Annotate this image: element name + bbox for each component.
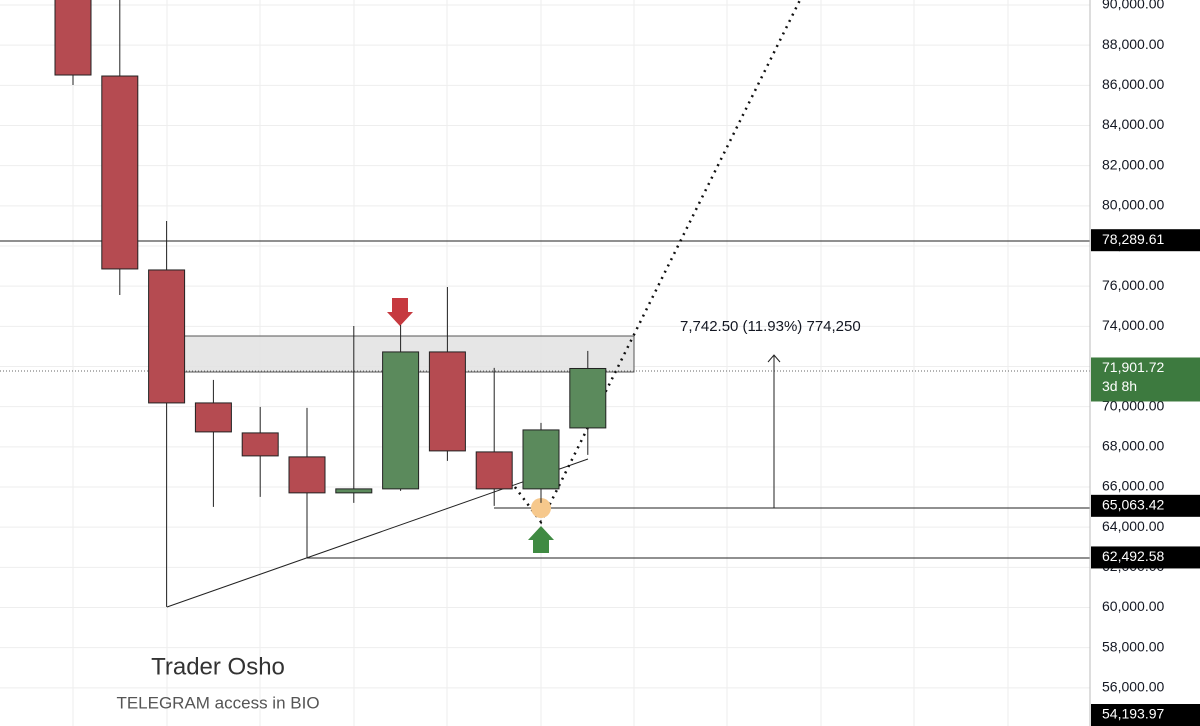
trend-line bbox=[166, 458, 589, 608]
candle-body bbox=[522, 429, 560, 490]
countdown: 3d 8h bbox=[1102, 378, 1137, 394]
candle-body bbox=[569, 367, 607, 429]
marker-dot bbox=[531, 498, 551, 518]
price-label: 65,063.42 bbox=[1102, 497, 1164, 513]
candle-body bbox=[54, 0, 92, 76]
candle-body bbox=[475, 451, 513, 490]
candle-body bbox=[194, 402, 232, 433]
y-tick-label: 88,000.00 bbox=[1102, 36, 1164, 52]
y-tick-label: 68,000.00 bbox=[1102, 438, 1164, 454]
price-label-box bbox=[1091, 357, 1200, 402]
price-label: 54,193.97 bbox=[1102, 706, 1164, 722]
price-label-box bbox=[1091, 546, 1200, 569]
y-tick-label: 84,000.00 bbox=[1102, 116, 1164, 132]
measure-arrow bbox=[767, 354, 781, 363]
y-tick-label: 60,000.00 bbox=[1102, 598, 1164, 614]
y-tick-label: 58,000.00 bbox=[1102, 638, 1164, 654]
y-tick-label: 86,000.00 bbox=[1102, 76, 1164, 92]
price-label-box bbox=[1091, 704, 1200, 726]
y-tick-label: 90,000.00 bbox=[1102, 0, 1164, 12]
y-tick-label: 74,000.00 bbox=[1102, 317, 1164, 333]
candle-body bbox=[241, 432, 279, 457]
y-tick-label: 80,000.00 bbox=[1102, 197, 1164, 213]
candle-body bbox=[288, 456, 326, 494]
candle-body bbox=[335, 488, 373, 494]
y-tick-label: 82,000.00 bbox=[1102, 156, 1164, 172]
candle-body bbox=[101, 75, 139, 270]
candles bbox=[54, 0, 607, 607]
down-arrow bbox=[387, 298, 413, 326]
y-tick-label: 64,000.00 bbox=[1102, 518, 1164, 534]
y-tick-label: 66,000.00 bbox=[1102, 478, 1164, 494]
projection-path bbox=[492, 0, 802, 525]
candle-body bbox=[382, 351, 420, 490]
y-tick-label: 56,000.00 bbox=[1102, 679, 1164, 695]
price-label: 71,901.72 bbox=[1102, 359, 1164, 375]
price-label-box bbox=[1091, 494, 1200, 517]
watermark-title: Trader Osho bbox=[151, 653, 285, 680]
up-arrow bbox=[528, 526, 554, 553]
price-label: 78,289.61 bbox=[1102, 231, 1164, 247]
y-tick-label: 76,000.00 bbox=[1102, 277, 1164, 293]
candle-body bbox=[428, 351, 466, 452]
price-label-box bbox=[1091, 229, 1200, 252]
watermark-subtitle: TELEGRAM access in BIO bbox=[116, 693, 319, 712]
measure-label: 7,742.50 (11.93%) 774,250 bbox=[680, 318, 861, 335]
price-label: 62,492.58 bbox=[1102, 548, 1164, 564]
candle-body bbox=[148, 269, 186, 404]
